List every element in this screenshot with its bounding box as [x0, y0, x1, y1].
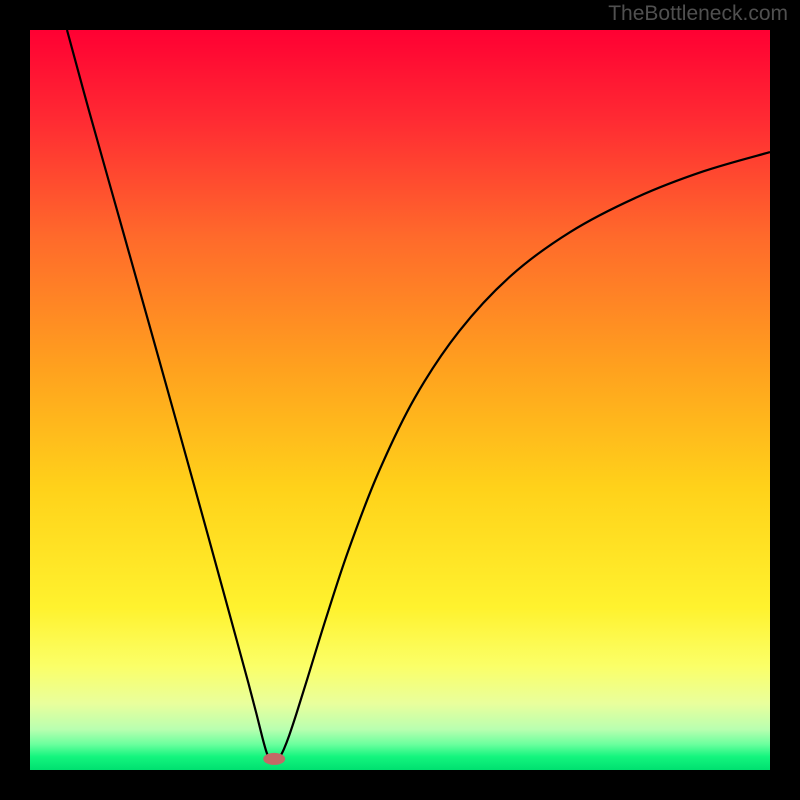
chart-container: TheBottleneck.com [0, 0, 800, 800]
watermark-text: TheBottleneck.com [608, 2, 788, 26]
plot-background [30, 30, 770, 770]
bottleneck-chart [0, 0, 800, 800]
vertex-marker [263, 753, 285, 765]
